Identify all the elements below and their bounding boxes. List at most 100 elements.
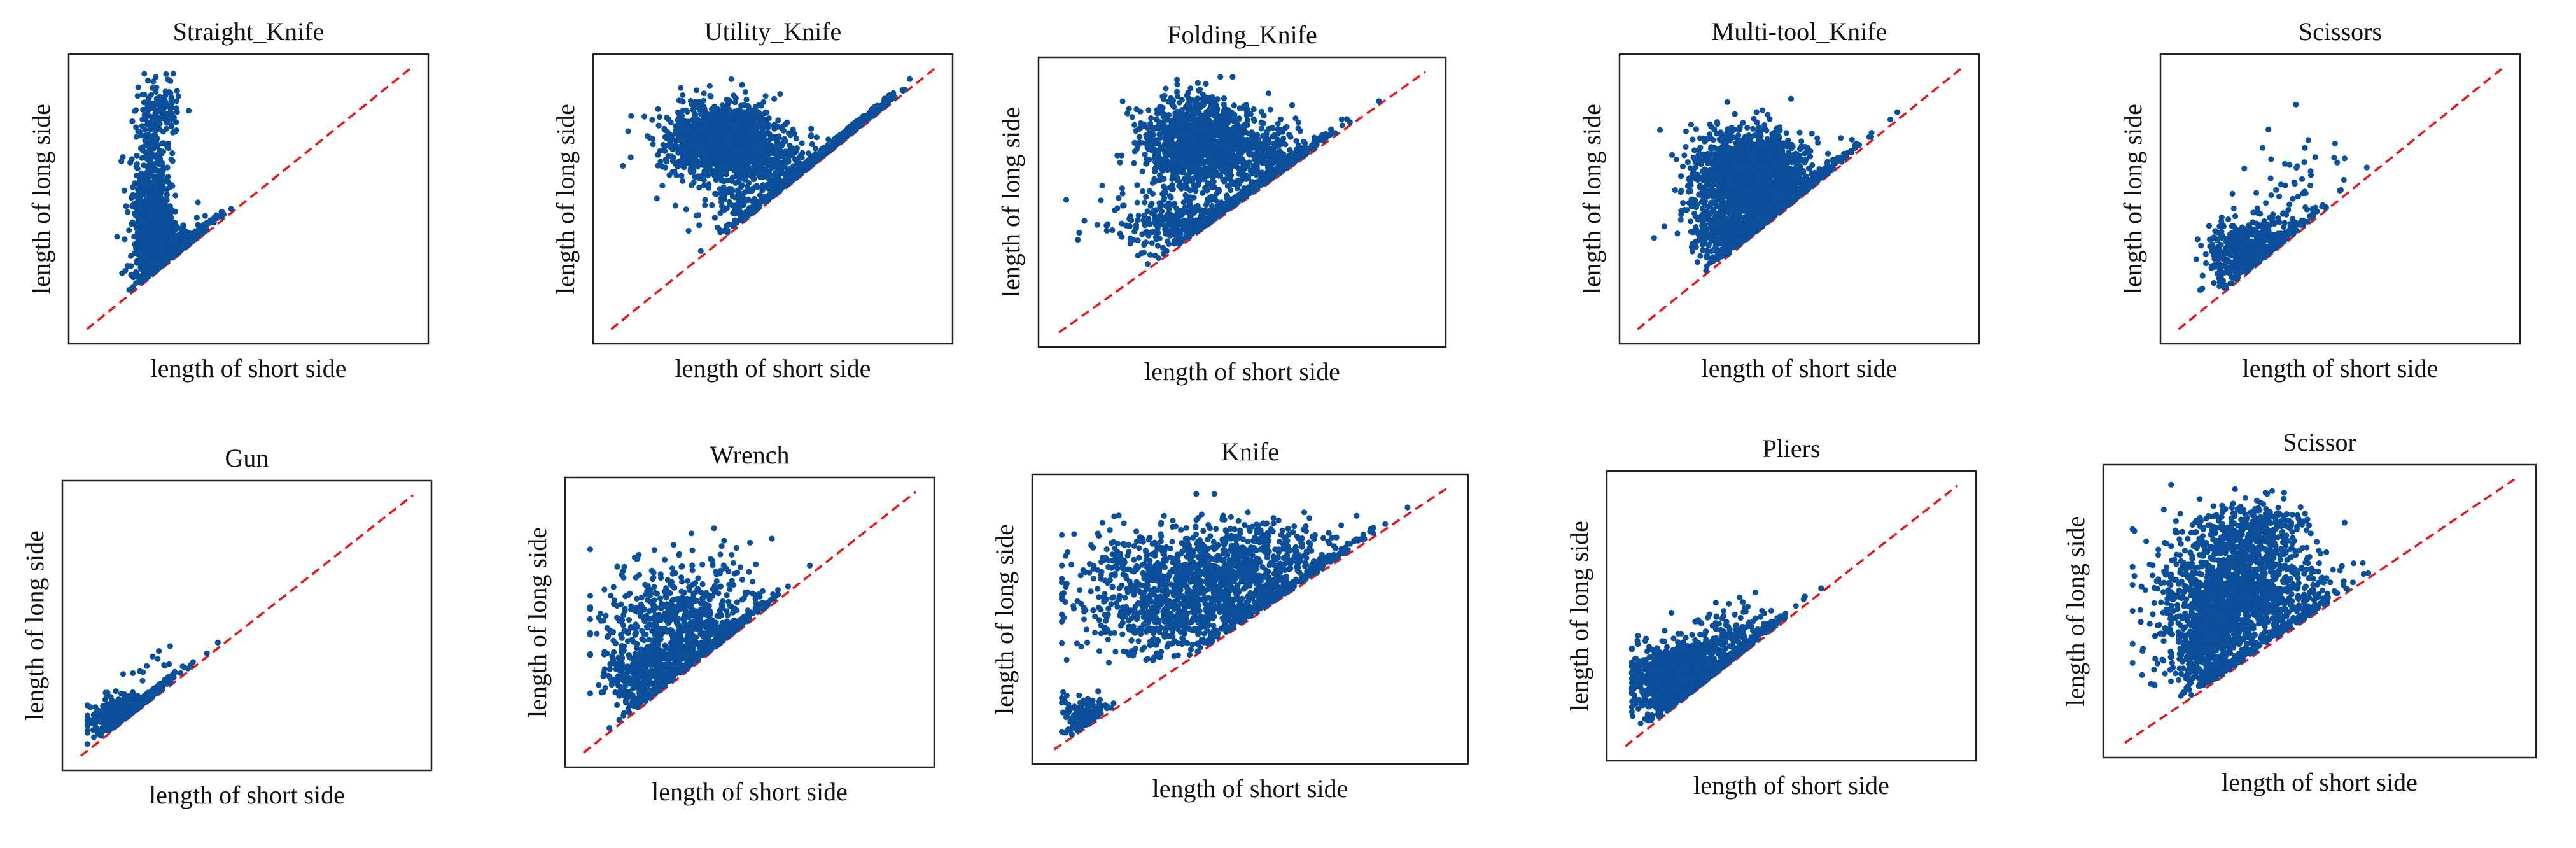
data-point: [147, 126, 154, 132]
data-point: [180, 222, 186, 229]
data-point: [144, 78, 151, 84]
data-point: [685, 227, 692, 234]
data-point: [750, 110, 757, 116]
data-point: [132, 108, 138, 114]
data-point: [202, 213, 208, 219]
data-point: [1119, 190, 1126, 197]
data-point: [676, 97, 682, 104]
data-point: [143, 117, 149, 123]
data-point: [683, 146, 689, 152]
data-point: [725, 145, 732, 151]
data-point: [129, 286, 135, 292]
data-point: [696, 147, 703, 153]
chart-title: Straight_Knife: [173, 17, 325, 46]
data-point: [680, 178, 686, 184]
data-point: [783, 180, 790, 187]
data-point: [781, 138, 787, 145]
data-point: [775, 143, 782, 149]
data-point: [620, 162, 626, 169]
data-point: [135, 219, 141, 225]
data-point: [137, 195, 144, 202]
data-point: [1147, 120, 1154, 127]
data-point: [806, 150, 812, 157]
data-point: [773, 153, 780, 160]
data-point: [760, 139, 766, 146]
data-point: [144, 111, 151, 118]
data-point: [141, 225, 147, 232]
data-point: [141, 216, 148, 222]
data-point: [764, 169, 771, 176]
data-point: [738, 146, 745, 152]
data-point: [134, 152, 140, 159]
data-point: [759, 169, 765, 175]
data-point: [134, 259, 140, 265]
data-point: [153, 74, 159, 80]
data-point: [689, 152, 695, 159]
data-point: [1230, 125, 1236, 132]
data-point: [687, 97, 694, 104]
data-point: [1131, 148, 1138, 155]
data-point: [650, 136, 656, 142]
data-point: [777, 91, 783, 97]
data-point: [743, 209, 749, 215]
data-point: [662, 164, 669, 171]
data-point: [140, 220, 146, 227]
data-point: [816, 153, 823, 160]
data-point: [153, 160, 159, 167]
data-point: [122, 236, 128, 243]
data-point: [146, 144, 152, 150]
data-point: [163, 195, 169, 202]
data-point: [766, 196, 772, 202]
data-point: [705, 185, 712, 191]
data-point: [728, 76, 734, 82]
data-point: [742, 189, 748, 195]
data-point: [175, 93, 181, 99]
data-point: [188, 234, 195, 241]
data-point: [781, 158, 788, 164]
data-point: [655, 152, 661, 158]
data-point: [1131, 122, 1138, 128]
data-point: [764, 152, 771, 159]
data-point: [811, 152, 818, 158]
data-points: [1063, 74, 1382, 267]
data-point: [662, 156, 669, 162]
data-point: [720, 112, 727, 118]
data-point: [152, 132, 158, 139]
data-point: [151, 138, 157, 145]
data-point: [701, 90, 707, 97]
data-point: [793, 148, 799, 154]
data-point: [736, 112, 742, 118]
data-point: [748, 210, 754, 217]
data-point: [130, 192, 136, 198]
data-point: [152, 260, 158, 267]
data-point: [694, 87, 700, 94]
data-point: [153, 188, 160, 195]
y-axis-label: length of long side: [27, 104, 55, 294]
data-point: [1162, 158, 1168, 164]
data-point: [153, 110, 160, 116]
data-points: [114, 71, 234, 293]
data-point: [778, 185, 784, 192]
data-point: [775, 166, 781, 173]
data-point: [716, 133, 722, 139]
data-point: [144, 121, 150, 127]
data-point: [771, 122, 777, 129]
data-point: [799, 150, 806, 156]
data-point: [161, 178, 167, 185]
data-point: [1118, 152, 1125, 159]
data-point: [1143, 140, 1149, 146]
data-point: [156, 208, 162, 214]
data-point: [655, 162, 661, 169]
data-point: [118, 158, 125, 164]
data-point: [719, 169, 725, 175]
data-point: [717, 210, 724, 216]
data-point: [155, 198, 161, 204]
data-point: [726, 186, 732, 192]
data-point: [1119, 98, 1126, 104]
data-point: [200, 222, 207, 228]
data-point: [1148, 115, 1154, 122]
data-point: [148, 239, 154, 246]
data-point: [172, 208, 179, 215]
data-point: [165, 145, 172, 152]
data-point: [136, 205, 142, 211]
